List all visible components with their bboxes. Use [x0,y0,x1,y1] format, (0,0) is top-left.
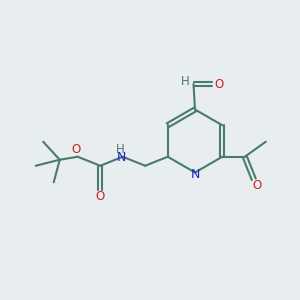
Text: O: O [96,190,105,203]
Text: N: N [191,167,200,181]
Text: O: O [252,179,261,192]
Text: H: H [116,143,125,156]
Text: H: H [181,75,190,88]
Text: N: N [116,151,126,164]
Text: O: O [72,143,81,156]
Text: O: O [214,77,223,91]
